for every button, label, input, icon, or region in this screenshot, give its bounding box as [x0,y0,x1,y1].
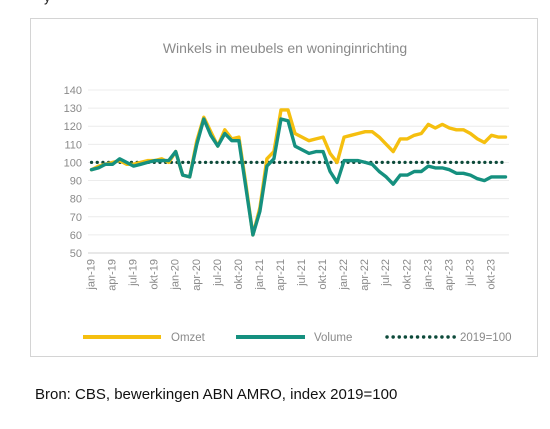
series-line-volume [89,117,508,237]
x-tick-label: jan-21 [254,259,266,291]
x-tick-label: okt-21 [317,259,329,290]
y-tick-label: 60 [70,230,82,242]
chart-frame: Winkels in meubels en woninginrichting 5… [30,18,538,357]
x-tick-label: apr-21 [275,259,287,291]
x-tick-label: apr-19 [107,259,119,291]
x-tick-label: jan-23 [422,259,434,291]
x-tick-label: jul-19 [128,259,140,287]
y-tick-label: 100 [64,157,82,169]
source-caption: Bron: CBS, bewerkingen ABN AMRO, index 2… [35,386,398,403]
series-layer [89,108,508,237]
chart-title: Winkels in meubels en woninginrichting [163,40,407,56]
x-tick-label: okt-19 [149,259,161,290]
line-chart: Winkels in meubels en woninginrichting 5… [64,40,512,344]
x-tick-label: jul-23 [464,259,476,287]
x-tick-label: jul-22 [380,259,392,287]
legend: Omzet Volume 2019=100 [83,332,512,344]
y-tick-label: 130 [64,103,82,115]
x-tick-label: jan-19 [86,259,98,291]
legend-label: Omzet [171,332,206,344]
y-tick-label: 120 [64,121,82,133]
x-tick-label: jul-21 [296,259,308,287]
x-tick-label: apr-20 [191,259,203,291]
legend-label: Volume [314,332,352,344]
y-tick-label: 80 [70,194,82,206]
x-tick-label: okt-23 [485,259,497,290]
y-tick-label: 50 [70,248,82,260]
y-tick-label: 70 [70,212,82,224]
x-tick-label: okt-22 [401,259,413,290]
y-tick-label: 140 [64,85,82,97]
x-tick-label: jul-20 [212,259,224,287]
legend-label: 2019=100 [460,332,512,344]
x-tick-label: jan-22 [338,259,350,291]
x-tick-label: jan-20 [170,259,182,291]
x-tick-label: apr-22 [359,259,371,291]
y-tick-label: 110 [64,139,82,151]
x-tick-label: apr-23 [443,259,455,291]
x-tick-label: okt-20 [233,259,245,290]
grid-layer [88,89,509,254]
truncated-heading-fragment: y [44,0,134,8]
y-axis: 50 60 70 80 90 100 110 120 130 140 [64,85,82,260]
x-axis: jan-19 apr-19 jul-19 okt-19 jan-20 apr-20 jul-… [86,252,509,291]
y-tick-label: 90 [70,176,82,188]
series-line-omzet [89,108,508,237]
